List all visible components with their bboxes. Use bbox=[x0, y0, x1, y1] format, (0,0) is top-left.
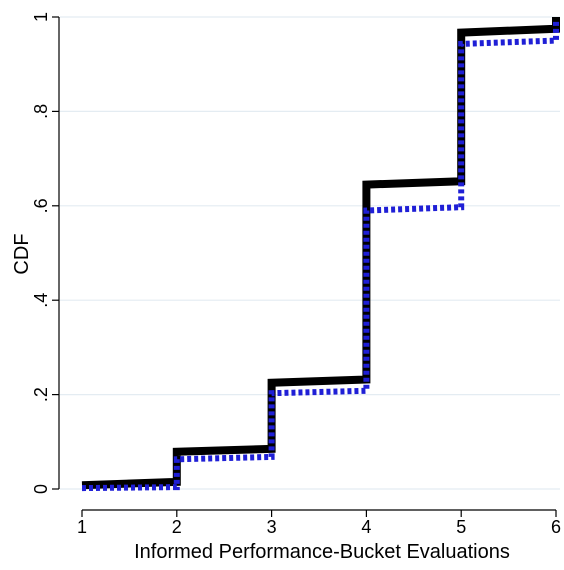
x-tick-label-5: 6 bbox=[551, 517, 561, 537]
y-tick-label-4: .8 bbox=[31, 104, 51, 119]
x-tick-label-1: 2 bbox=[172, 517, 182, 537]
y-tick-label-3: .6 bbox=[31, 198, 51, 213]
x-tick-label-2: 3 bbox=[267, 517, 277, 537]
axis-layer: 0 .2 .4 .6 .8 1 1 2 3 4 5 6 bbox=[31, 12, 561, 537]
cdf-series-solid bbox=[81, 17, 560, 490]
x-tick-label-0: 1 bbox=[77, 517, 87, 537]
x-tick-label-3: 4 bbox=[361, 517, 371, 537]
cdf-series-dashed bbox=[81, 20, 559, 492]
grid-layer bbox=[60, 16, 560, 490]
y-axis-label: CDF bbox=[11, 233, 33, 274]
x-tick-label-4: 5 bbox=[456, 517, 466, 537]
y-tick-label-2: .4 bbox=[31, 293, 51, 308]
y-tick-label-1: .2 bbox=[31, 387, 51, 402]
series-layer bbox=[81, 17, 560, 492]
y-tick-label-0: 0 bbox=[31, 484, 51, 494]
y-tick-label-5: 1 bbox=[31, 12, 51, 22]
x-axis-label: Informed Performance-Bucket Evaluations bbox=[134, 541, 510, 563]
